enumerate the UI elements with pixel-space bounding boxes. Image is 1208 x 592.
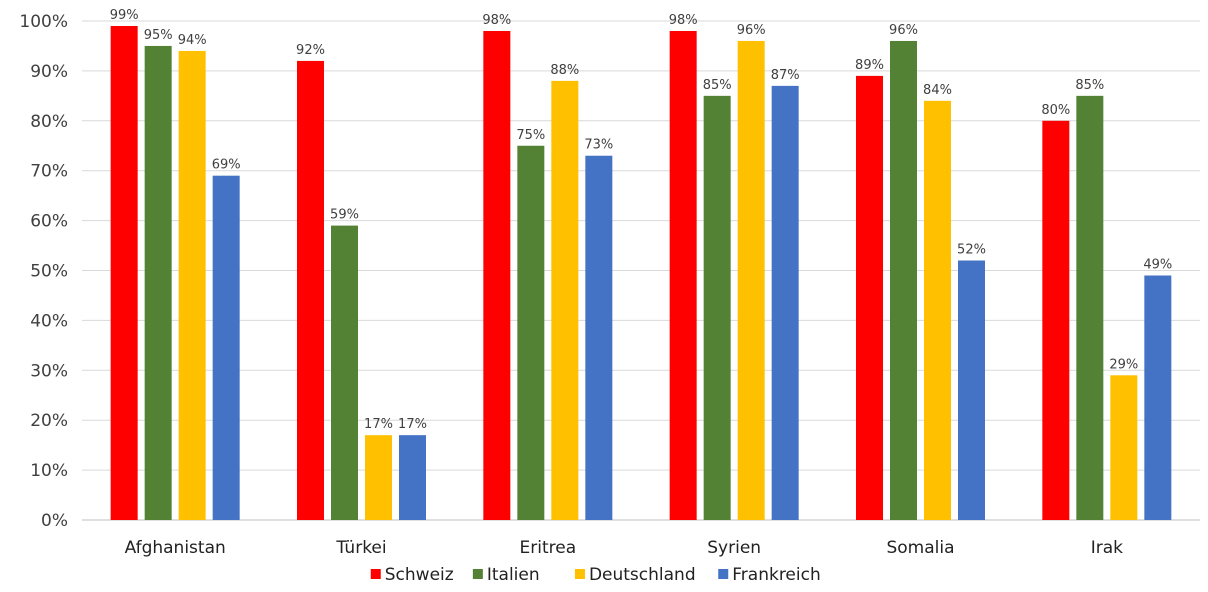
bar-deutschland-1 [365, 435, 392, 520]
bar-italien-3 [703, 95, 731, 520]
y-tick-label: 10% [30, 461, 68, 481]
gridlines [82, 20, 1200, 521]
legend: Schweiz Italien Deutschland Frankreich [370, 565, 821, 585]
legend-swatch-deutschland [574, 569, 585, 579]
y-tick-label: 60% [30, 212, 68, 232]
data-label: 52% [957, 243, 986, 258]
data-label: 29% [1109, 357, 1138, 372]
bars [110, 25, 1172, 521]
y-tick-label: 20% [30, 411, 68, 431]
legend-label: Schweiz [385, 565, 454, 585]
bar-schweiz-1 [297, 60, 324, 521]
x-tick-label: Afghanistan [125, 538, 226, 558]
bar-frankreich-2 [585, 155, 613, 521]
y-tick-label: 50% [30, 262, 68, 282]
data-label: 84% [923, 83, 952, 98]
data-label: 96% [889, 23, 918, 38]
data-label: 85% [703, 78, 732, 93]
data-label: 59% [330, 208, 359, 223]
bar-frankreich-3 [771, 85, 799, 521]
data-label: 80% [1041, 103, 1070, 118]
legend-swatch-frankreich [718, 569, 729, 579]
data-label: 92% [296, 43, 325, 58]
x-tick-label: Irak [1091, 538, 1123, 558]
y-tick-label: 100% [19, 12, 68, 32]
bar-deutschland-2 [551, 80, 579, 520]
legend-swatch-schweiz [370, 569, 381, 579]
legend-swatch-italien [472, 569, 483, 579]
data-label: 87% [771, 68, 800, 83]
bar-schweiz-0 [110, 25, 138, 521]
bar-italien-1 [331, 225, 358, 520]
bar-italien-0 [144, 45, 172, 520]
bar-deutschland-3 [737, 40, 765, 521]
bar-deutschland-0 [178, 50, 206, 520]
bar-frankreich-5 [1144, 275, 1172, 520]
data-label: 73% [584, 138, 613, 153]
bar-deutschland-5 [1110, 375, 1138, 520]
y-tick-label: 90% [30, 62, 68, 82]
x-tick-label: Somalia [886, 538, 954, 558]
bar-italien-4 [890, 40, 917, 521]
x-tick-label: Syrien [707, 538, 761, 558]
bar-deutschland-4 [924, 100, 951, 520]
x-axis: Afghanistan Türkei Eritrea Syrien Somalia Ira… [125, 538, 1124, 558]
bar-frankreich-1 [399, 435, 426, 520]
data-label: 75% [516, 128, 545, 143]
data-labels: 99% 95% 94% 69% 92% 59% 17% 17% 98% 75% 88% 73% 98% 8… [110, 8, 1173, 432]
bar-frankreich-4 [958, 260, 985, 520]
y-tick-label: 30% [30, 361, 68, 381]
legend-label: Frankreich [732, 565, 821, 585]
y-tick-label: 0% [41, 511, 68, 531]
data-label: 17% [364, 417, 393, 432]
y-tick-label: 40% [30, 311, 68, 331]
bar-italien-2 [517, 145, 545, 520]
data-label: 94% [178, 33, 207, 48]
data-label: 85% [1075, 78, 1104, 93]
data-label: 89% [855, 58, 884, 73]
data-label: 99% [110, 8, 139, 23]
y-tick-label: 70% [30, 162, 68, 182]
x-tick-label: Türkei [335, 538, 386, 558]
bar-schweiz-5 [1042, 120, 1070, 521]
legend-label: Italien [487, 565, 540, 585]
data-label: 98% [482, 13, 511, 28]
y-tick-label: 80% [30, 112, 68, 132]
bar-schweiz-2 [483, 30, 511, 520]
data-label: 95% [144, 28, 173, 43]
y-axis: 0% 10% 20% 30% 40% 50% 60% 70% 80% 90% 100% [19, 12, 68, 531]
x-tick-label: Eritrea [520, 538, 577, 558]
data-label: 98% [669, 13, 698, 28]
data-label: 49% [1143, 257, 1172, 272]
data-label: 69% [212, 158, 241, 173]
bar-frankreich-0 [212, 175, 240, 520]
bar-schweiz-4 [856, 75, 883, 520]
bar-italien-5 [1076, 95, 1104, 520]
data-label: 17% [398, 417, 427, 432]
data-label: 96% [737, 23, 766, 38]
data-label: 88% [550, 63, 579, 78]
bar-schweiz-3 [669, 30, 697, 520]
legend-label: Deutschland [589, 565, 696, 585]
